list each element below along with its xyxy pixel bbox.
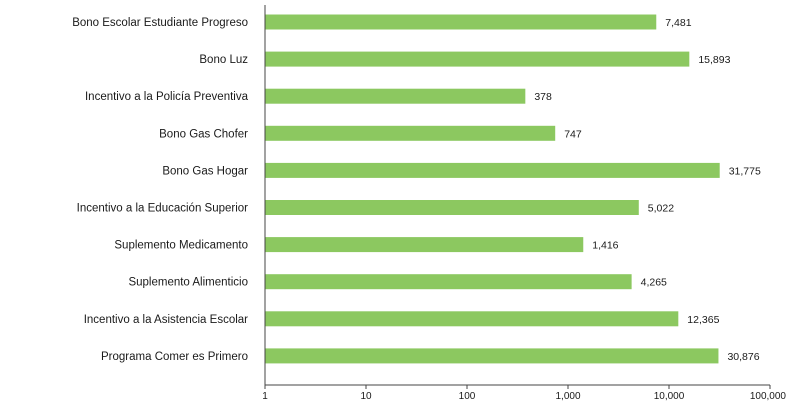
x-tick-label: 1 — [262, 391, 268, 402]
x-tick-label: 100 — [459, 391, 476, 402]
category-label: Bono Gas Chofer — [159, 128, 248, 140]
value-label: 5,022 — [648, 203, 674, 215]
value-label: 378 — [534, 91, 552, 103]
bar — [265, 51, 690, 67]
value-label: 747 — [564, 128, 582, 140]
category-label: Suplemento Medicamento — [114, 240, 248, 252]
bar — [265, 237, 584, 253]
bar — [265, 348, 719, 364]
value-label: 15,893 — [698, 54, 730, 66]
value-label: 12,365 — [687, 314, 719, 326]
bars-group — [265, 14, 720, 364]
x-tick-label: 10,000 — [654, 391, 685, 402]
bar — [265, 14, 657, 30]
value-label: 30,876 — [727, 351, 759, 363]
category-label: Bono Escolar Estudiante Progreso — [72, 17, 248, 29]
bar — [265, 88, 526, 104]
category-label: Incentivo a la Policía Preventiva — [85, 91, 249, 103]
bar — [265, 311, 679, 327]
value-label: 7,481 — [665, 17, 691, 29]
x-tick-label: 10 — [360, 391, 372, 402]
value-label: 4,265 — [641, 277, 667, 289]
x-axis-ticks: 1 10 100 1,000 10,000 100,000 — [262, 385, 786, 402]
category-label: Incentivo a la Educación Superior — [77, 203, 248, 215]
category-label: Bono Gas Hogar — [162, 165, 248, 177]
value-label: 1,416 — [592, 240, 618, 252]
category-label: Bono Luz — [199, 54, 248, 66]
category-label: Incentivo a la Asistencia Escolar — [84, 314, 248, 326]
category-label: Programa Comer es Primero — [101, 351, 248, 363]
x-tick-label: 100,000 — [750, 391, 787, 402]
category-labels: Bono Escolar Estudiante Progreso Bono Luz… — [72, 17, 248, 363]
value-label: 31,775 — [729, 165, 761, 177]
bar — [265, 162, 720, 178]
bar — [265, 200, 639, 215]
value-labels: 7,481 15,893 378 747 31,775 5,022 1,416 4,265 12… — [534, 17, 761, 363]
bar — [265, 274, 632, 290]
category-label: Suplemento Alimenticio — [128, 277, 248, 289]
x-tick-label: 1,000 — [555, 391, 580, 402]
bar — [265, 125, 556, 141]
